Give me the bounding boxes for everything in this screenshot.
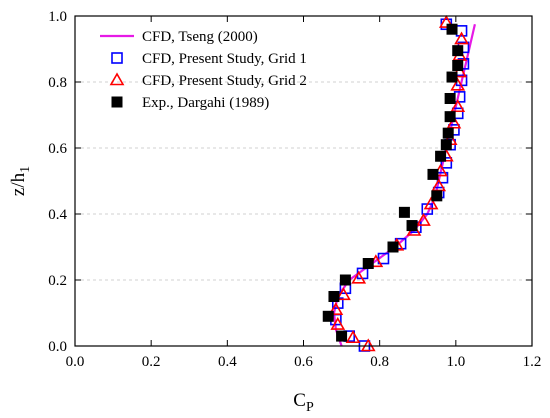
data-point: [450, 99, 466, 113]
legend-marker-swatch: [111, 52, 123, 64]
data-point: [446, 115, 462, 129]
legend-item: Exp., Dargahi (1989): [111, 95, 269, 111]
data-point: [452, 60, 464, 71]
x-tick-label: 0.2: [142, 354, 161, 370]
y-axis-title: z/h1: [8, 166, 33, 196]
data-point: [435, 150, 447, 162]
data-point: [360, 338, 376, 352]
x-tick-label: 0.0: [66, 354, 85, 370]
series-layer: [322, 14, 476, 352]
legend-label: Exp., Dargahi (1989): [142, 95, 269, 111]
y-tick-label: 0.8: [48, 75, 67, 91]
data-point: [351, 270, 367, 284]
x-tick-label: 0.4: [218, 354, 237, 370]
data-point: [438, 14, 454, 28]
data-point: [328, 291, 340, 302]
legend-label: CFD, Tseng (2000): [142, 29, 258, 45]
data-point: [328, 302, 344, 316]
data-point: [427, 168, 439, 180]
data-point: [322, 310, 334, 322]
data-point: [452, 64, 468, 78]
data-point: [442, 127, 454, 139]
series-1: [330, 18, 470, 352]
data-point: [406, 220, 418, 232]
data-point: [330, 316, 346, 330]
ticks-layer: 0.0 0.2 0.4 0.6 0.8 1.0 0.0 0.2 0.4 0.6 0.8 1.0 1.2: [48, 9, 541, 370]
data-point: [387, 241, 399, 253]
data-point: [362, 258, 374, 269]
data-point: [452, 45, 464, 57]
data-point: [450, 77, 466, 91]
x-tick-label: 0.6: [294, 354, 313, 370]
data-point: [336, 287, 351, 301]
x-tick-label: 0.8: [370, 354, 389, 370]
data-point: [440, 139, 452, 151]
data-point: [454, 31, 469, 45]
data-point: [446, 23, 458, 35]
y-axis-title-main: z/h: [8, 172, 29, 196]
legend-item: CFD, Tseng (2000): [100, 29, 258, 45]
data-point: [398, 206, 410, 218]
data-point: [423, 196, 439, 210]
legend-label: CFD, Present Study, Grid 1: [142, 51, 307, 67]
y-tick-label: 0.2: [48, 273, 67, 289]
data-point: [416, 212, 431, 226]
y-tick-label: 0.0: [48, 339, 67, 355]
series-2: [328, 14, 469, 352]
data-point: [444, 93, 456, 104]
y-tick-label: 1.0: [48, 9, 67, 25]
data-point: [440, 157, 453, 169]
x-axis-title-main: C: [293, 390, 306, 411]
x-tick-label: 1.2: [523, 354, 542, 370]
data-point: [345, 330, 361, 344]
data-point: [431, 190, 443, 202]
data-point: [377, 252, 390, 265]
legend-label: CFD, Present Study, Grid 2: [142, 73, 307, 89]
data-point: [444, 111, 456, 123]
x-axis-title-subscript: P: [306, 400, 314, 415]
legend: CFD, Tseng (2000) CFD, Present Study, Gri…: [100, 29, 307, 111]
x-axis-title: CP: [293, 390, 314, 415]
legend-item: CFD, Present Study, Grid 2: [109, 72, 307, 89]
y-tick-label: 0.6: [48, 141, 67, 157]
data-point: [446, 71, 458, 83]
data-point: [339, 274, 351, 286]
legend-marker-swatch: [109, 72, 125, 86]
data-point: [336, 330, 348, 342]
x-tick-label: 1.0: [446, 354, 465, 370]
y-axis-title-subscript: 1: [18, 166, 33, 173]
legend-item: CFD, Present Study, Grid 1: [111, 51, 307, 67]
series-3: [322, 23, 464, 342]
y-tick-label: 0.4: [48, 207, 67, 223]
legend-marker-swatch: [111, 96, 123, 108]
